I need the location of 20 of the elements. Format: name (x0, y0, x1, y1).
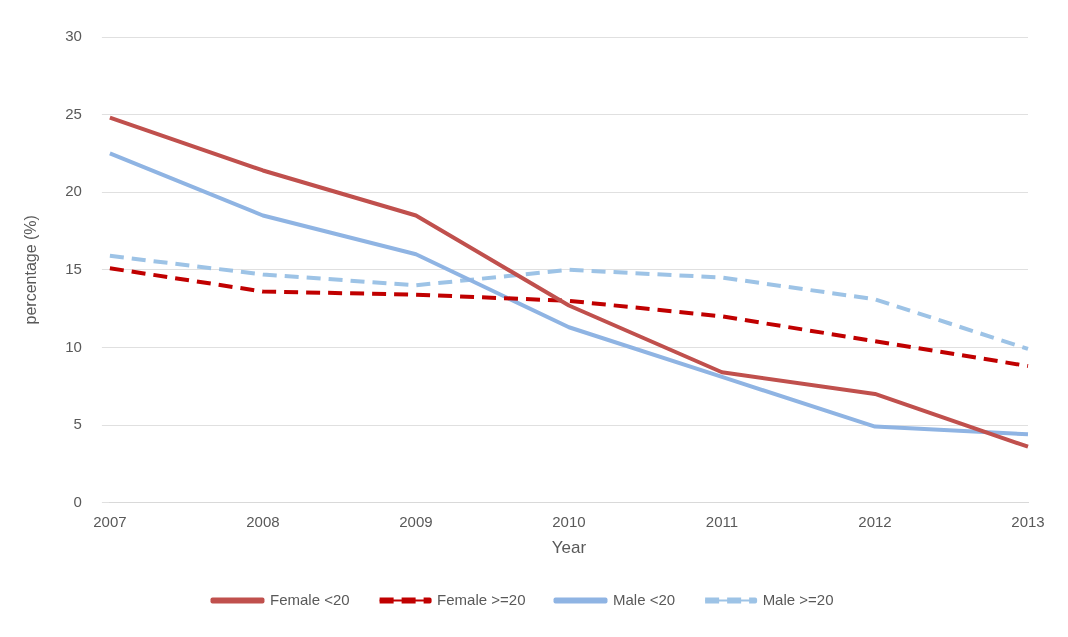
y-tick-label: 0 (73, 492, 82, 510)
y-tick-label: 20 (65, 182, 82, 200)
y-tick-label: 30 (65, 27, 82, 45)
y-tick-label: 10 (65, 337, 82, 355)
x-tick-label: 2011 (705, 512, 739, 530)
legend-label: Male >=20 (762, 590, 834, 608)
x-axis-title: Year (551, 538, 587, 558)
y-axis-title: percentage (%) (22, 215, 40, 325)
y-tick-label: 25 (65, 104, 82, 122)
x-tick-label: 2007 (93, 512, 127, 530)
x-tick-label: 2013 (1011, 512, 1045, 530)
x-tick-label: 2012 (858, 512, 892, 530)
x-tick-label: 2009 (399, 512, 433, 530)
legend-label: Male <20 (613, 590, 676, 608)
y-tick-label: 5 (73, 415, 82, 433)
legend-label: Female <20 (269, 590, 350, 608)
legend-label: Female >=20 (437, 590, 526, 608)
x-tick-label: 2010 (552, 512, 586, 530)
y-tick-label: 15 (65, 259, 82, 277)
x-tick-label: 2008 (246, 512, 280, 530)
